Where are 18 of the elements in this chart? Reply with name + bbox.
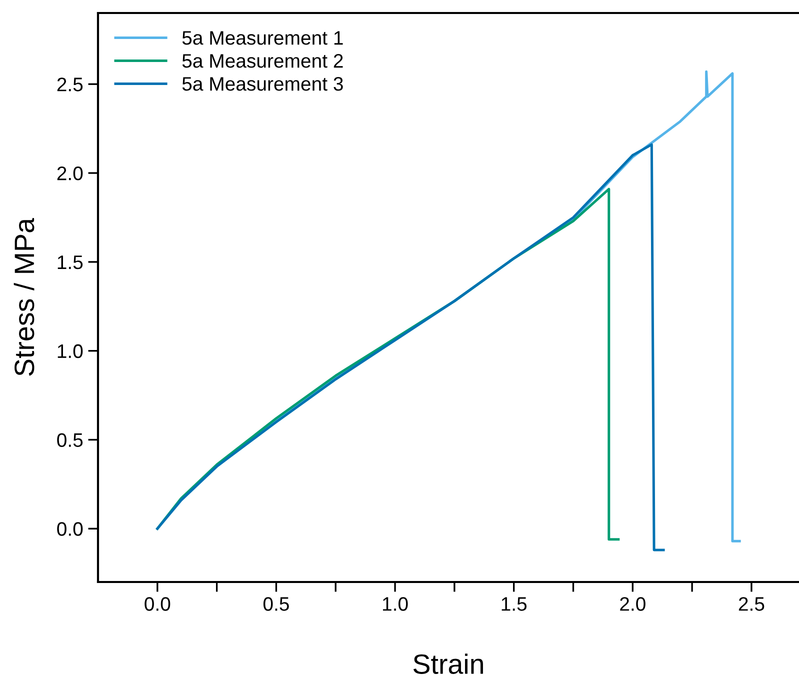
y-tick-label: 1.0 [58, 344, 83, 358]
y-tick-label: 2.0 [57, 166, 83, 180]
y-tick-label: 1.5 [58, 256, 83, 270]
x-axis-title: Strain [413, 654, 483, 674]
x-tick-label: 1.5 [502, 597, 527, 611]
x-tick-label: 2.0 [620, 597, 646, 611]
y-tick-label: 0.0 [57, 522, 83, 536]
legend-label: 5a Measurement 3 [182, 76, 343, 91]
legend-label: 5a Measurement 1 [182, 31, 343, 45]
line-series [156, 143, 665, 552]
y-tick-label: 2.5 [57, 78, 83, 92]
x-tick-label: 2.5 [738, 597, 764, 611]
y-axis-title: Stress / MPa [14, 218, 34, 376]
y-tick-label: 0.5 [57, 433, 83, 447]
x-tick-label: 1.0 [383, 597, 408, 611]
legend-label: 5a Measurement 2 [182, 54, 343, 68]
x-tick-label: 0.0 [144, 597, 170, 611]
x-tick-label: 0.5 [263, 597, 289, 611]
